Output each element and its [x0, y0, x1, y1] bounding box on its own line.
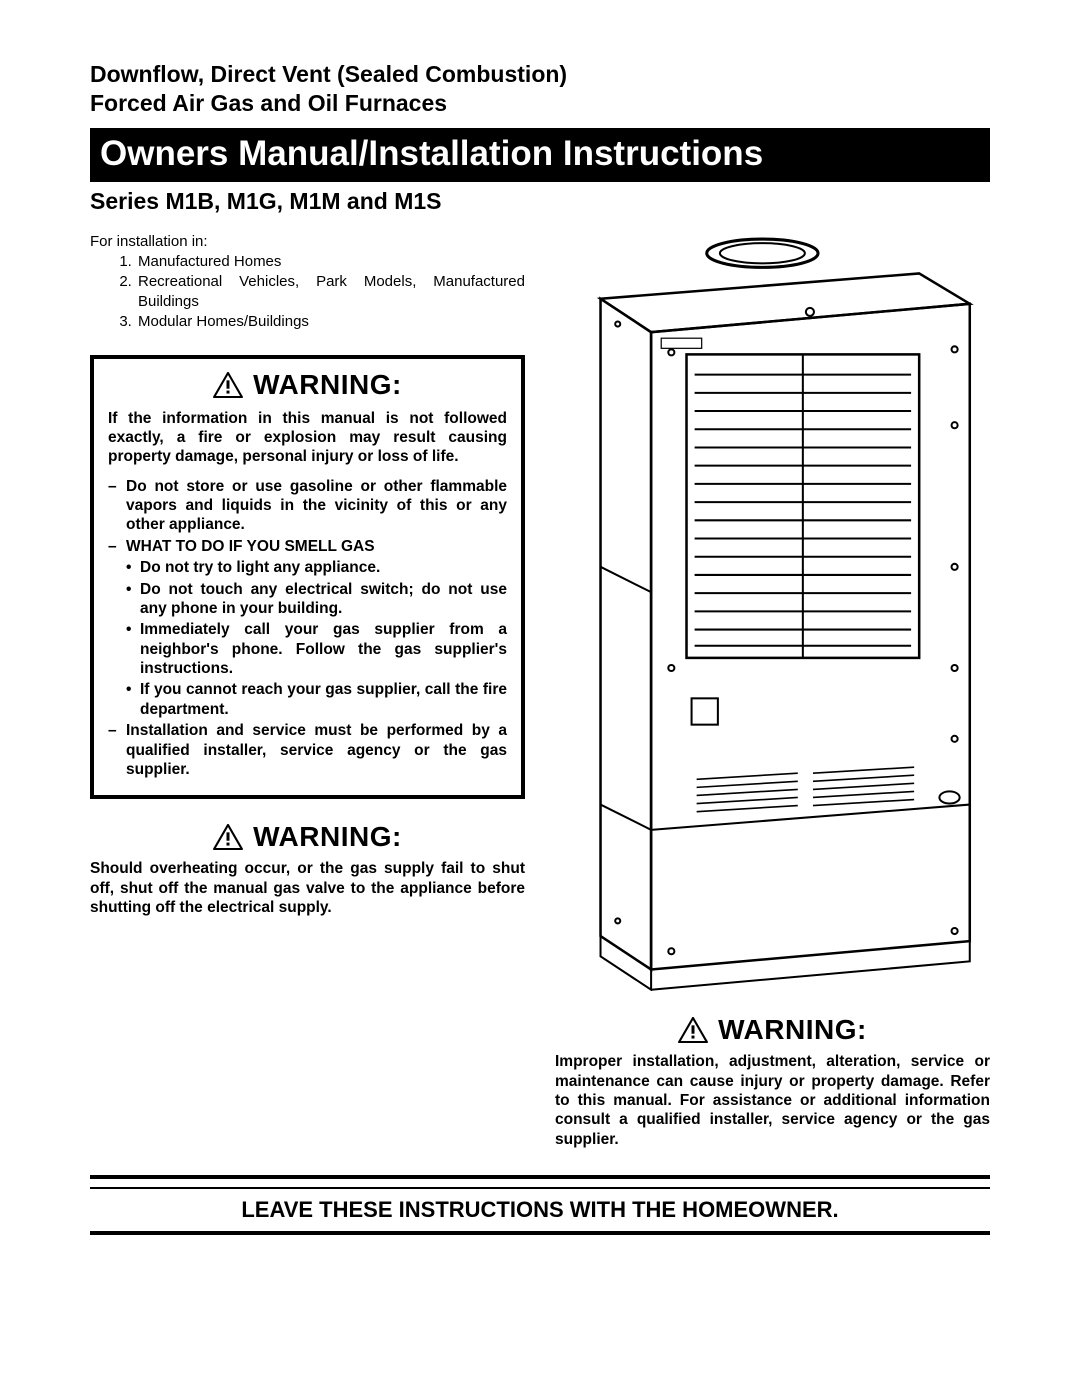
- warning-3-body: Improper installation, adjustment, alter…: [555, 1052, 990, 1149]
- warning-1-item-2-label: WHAT TO DO IF YOU SMELL GAS: [126, 538, 375, 555]
- warning-3-label: WARNING:: [718, 1014, 867, 1046]
- footer-note: LEAVE THESE INSTRUCTIONS WITH THE HOMEOW…: [90, 1197, 990, 1223]
- divider-thin: [90, 1187, 990, 1189]
- warning-2-label: WARNING:: [253, 821, 402, 853]
- install-item-3: Modular Homes/Buildings: [136, 312, 525, 332]
- warning-box-1: WARNING: If the information in this manu…: [90, 355, 525, 800]
- warning-1-item-3: Installation and service must be perform…: [108, 721, 507, 779]
- install-item-2: Recreational Vehicles, Park Models, Manu…: [136, 272, 525, 313]
- warning-triangle-icon: [213, 824, 243, 850]
- warning-1-sublist: Do not try to light any appliance. Do no…: [126, 558, 507, 719]
- divider-thick-top: [90, 1175, 990, 1179]
- page: Downflow, Direct Vent (Sealed Combustion…: [0, 0, 1080, 1397]
- warning-1-list: Do not store or use gasoline or other fl…: [108, 477, 507, 780]
- warning-triangle-icon: [678, 1017, 708, 1043]
- product-subtitle: Downflow, Direct Vent (Sealed Combustion…: [90, 60, 990, 118]
- warning-1-intro: If the information in this manual is not…: [108, 409, 507, 467]
- warning-block-2: WARNING: Should overheating occur, or th…: [90, 821, 525, 917]
- warning-1-sub-4: If you cannot reach your gas supplier, c…: [126, 680, 507, 719]
- warning-1-sub-3: Immediately call your gas supplier from …: [126, 620, 507, 678]
- right-column: WARNING: Improper installation, adjustme…: [555, 233, 990, 1168]
- left-column: For installation in: Manufactured Homes …: [90, 233, 525, 1168]
- series-label: Series M1B, M1G, M1M and M1S: [90, 188, 990, 215]
- warning-1-item-2: WHAT TO DO IF YOU SMELL GAS Do not try t…: [108, 537, 507, 719]
- installation-list: Manufactured Homes Recreational Vehicles…: [90, 252, 525, 333]
- warning-triangle-icon: [213, 372, 243, 398]
- warning-1-sub-1: Do not try to light any appliance.: [126, 558, 507, 577]
- install-item-1: Manufactured Homes: [136, 252, 525, 272]
- warning-2-body: Should overheating occur, or the gas sup…: [90, 859, 525, 917]
- warning-1-label: WARNING:: [253, 369, 402, 401]
- warning-1-sub-2: Do not touch any electrical switch; do n…: [126, 580, 507, 619]
- subtitle-line-1: Downflow, Direct Vent (Sealed Combustion…: [90, 61, 567, 87]
- warning-block-3: WARNING: Improper installation, adjustme…: [555, 1014, 990, 1149]
- subtitle-line-2: Forced Air Gas and Oil Furnaces: [90, 90, 447, 116]
- warning-1-heading: WARNING:: [108, 369, 507, 401]
- warning-1-item-1: Do not store or use gasoline or other fl…: [108, 477, 507, 535]
- furnace-illustration: [555, 233, 990, 992]
- warning-3-heading: WARNING:: [555, 1014, 990, 1046]
- divider-thick-bottom: [90, 1231, 990, 1235]
- installation-intro: For installation in:: [90, 233, 525, 250]
- warning-2-heading: WARNING:: [90, 821, 525, 853]
- title-bar: Owners Manual/Installation Instructions: [90, 128, 990, 182]
- two-column-layout: For installation in: Manufactured Homes …: [90, 233, 990, 1168]
